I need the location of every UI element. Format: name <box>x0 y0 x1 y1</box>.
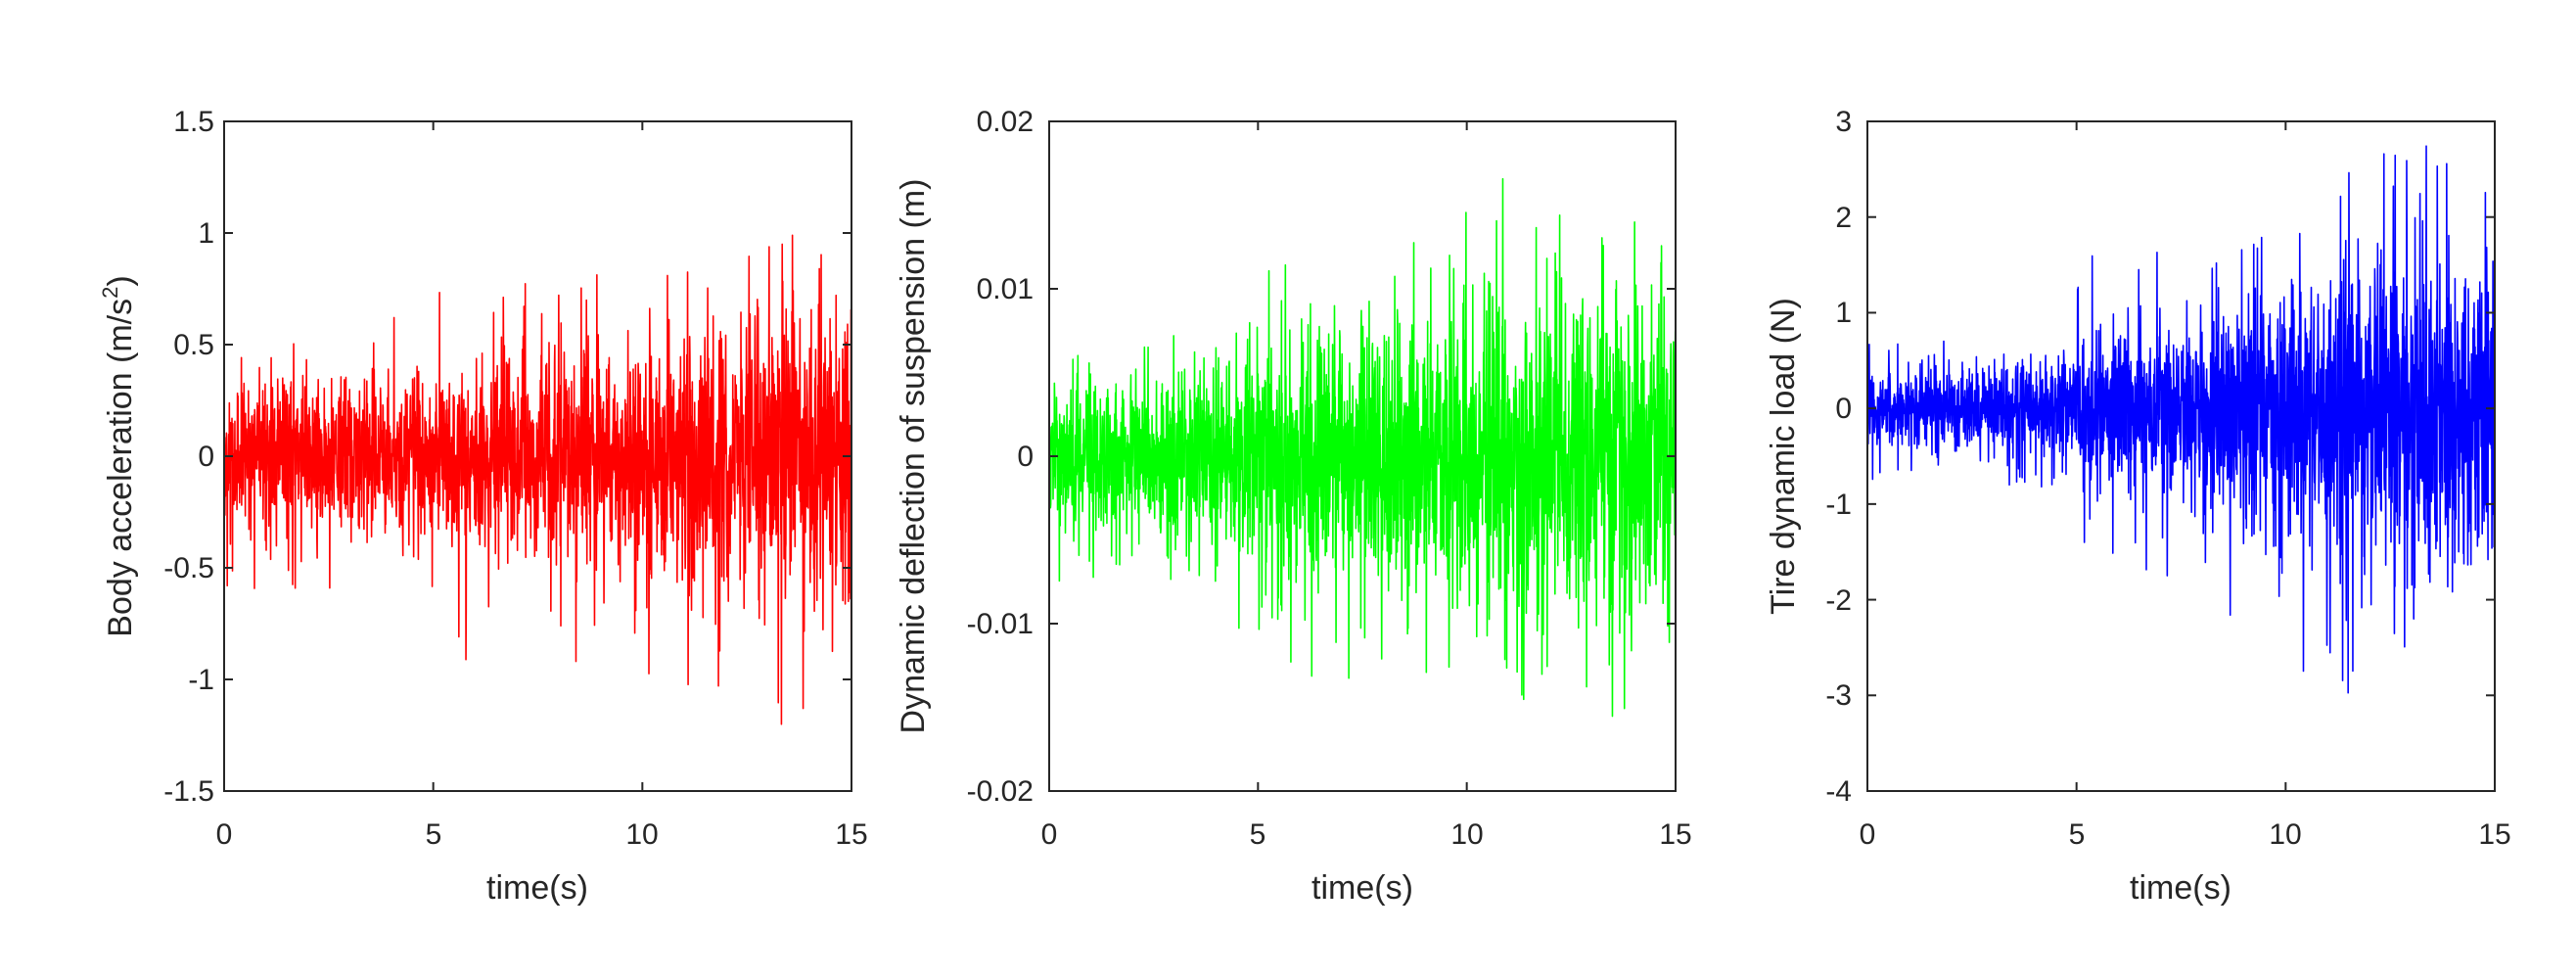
y-tick-label: 1.5 <box>173 106 214 138</box>
y-tick-label: -4 <box>1825 775 1852 808</box>
y-tick-label: 1 <box>1835 297 1852 329</box>
x-tick-labels: 0 5 10 15 <box>1860 818 2511 851</box>
x-tick-labels: 0 5 10 15 <box>1041 818 1692 851</box>
x-tick-labels: 0 5 10 15 <box>216 818 868 851</box>
y-tick-label: 0.01 <box>977 273 1034 305</box>
x-tick-label: 0 <box>1860 818 1876 851</box>
y-tick-label: -0.01 <box>967 608 1034 640</box>
x-tick-label: 5 <box>2069 818 2086 851</box>
y-tick-labels: 1.5 1 0.5 0 -0.5 -1 -1.5 <box>163 106 214 808</box>
panel-tire-dynamic-load: 3 2 1 0 -1 -2 -3 -4 0 5 10 15 time(s) Ti… <box>1765 106 2511 907</box>
x-tick-label: 5 <box>1250 818 1266 851</box>
panel-suspension-deflection: 0.02 0.01 0 -0.01 -0.02 0 5 10 15 time(s… <box>895 106 1692 907</box>
x-tick-label: 10 <box>1450 818 1483 851</box>
tick-marks <box>1048 120 1677 792</box>
x-tick-label: 10 <box>625 818 658 851</box>
signal-line <box>1867 145 2495 694</box>
x-tick-label: 15 <box>2478 818 2510 851</box>
y-tick-label: -1 <box>1825 489 1852 521</box>
y-tick-label: 0 <box>1017 441 1034 473</box>
y-tick-labels: 3 2 1 0 -1 -2 -3 -4 <box>1825 106 1852 808</box>
y-axis-label: Dynamic deflection of suspension (m) <box>895 179 932 734</box>
tick-marks <box>1866 120 2496 792</box>
x-tick-label: 15 <box>1659 818 1691 851</box>
y-tick-label: 2 <box>1835 202 1852 234</box>
y-tick-label: -0.02 <box>967 775 1034 808</box>
y-axis-label-superscript: 2 <box>98 287 122 299</box>
x-tick-label: 15 <box>835 818 867 851</box>
y-axis-label-main: Body acceleration (m/s <box>102 299 139 637</box>
x-tick-label: 10 <box>2269 818 2301 851</box>
x-tick-label: 0 <box>216 818 233 851</box>
x-tick-label: 5 <box>426 818 442 851</box>
x-axis-label: time(s) <box>486 869 588 907</box>
y-tick-label: -3 <box>1825 679 1852 712</box>
y-tick-label: 0 <box>198 441 214 473</box>
y-tick-label: -1 <box>188 664 214 696</box>
plot-frame <box>1866 120 2496 792</box>
y-tick-label: 1 <box>198 217 214 250</box>
tick-marks <box>223 120 852 792</box>
y-tick-label: -1.5 <box>163 775 214 808</box>
x-tick-label: 0 <box>1041 818 1058 851</box>
y-tick-label: -0.5 <box>163 552 214 584</box>
y-tick-label: 0 <box>1835 393 1852 425</box>
x-axis-label: time(s) <box>1311 869 1413 907</box>
panel-body-acceleration: 1.5 1 0.5 0 -0.5 -1 -1.5 0 5 10 15 time(… <box>98 106 868 907</box>
y-axis-label-close: ) <box>102 275 139 286</box>
y-tick-labels: 0.02 0.01 0 -0.01 -0.02 <box>967 106 1034 808</box>
y-axis-label: Tire dynamic load (N) <box>1765 298 1802 615</box>
y-axis-label: Body acceleration (m/s2) <box>98 275 139 636</box>
y-tick-label: 3 <box>1835 106 1852 138</box>
y-tick-label: -2 <box>1825 584 1852 617</box>
x-axis-label: time(s) <box>2130 869 2231 907</box>
signal-line <box>1049 177 1676 718</box>
y-tick-label: 0.02 <box>977 106 1034 138</box>
signal-line <box>224 234 851 725</box>
y-tick-label: 0.5 <box>173 329 214 361</box>
